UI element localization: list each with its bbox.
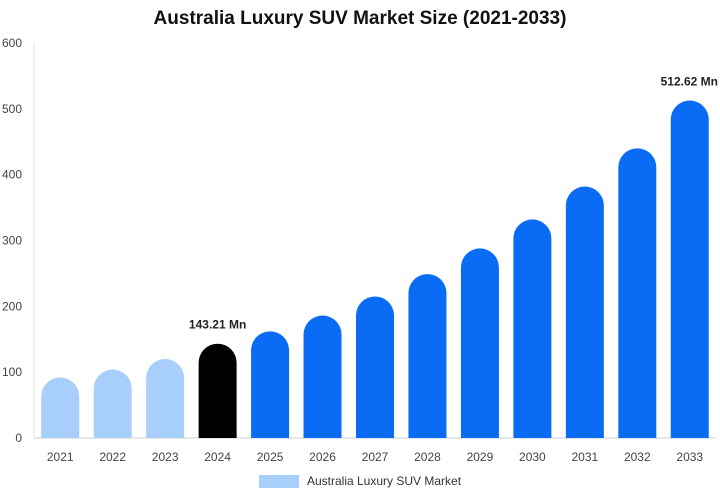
legend-swatch — [258, 474, 299, 488]
x-tick-label: 2029 — [467, 450, 494, 464]
y-tick-label: 0 — [15, 431, 22, 445]
bar-2021[interactable] — [41, 377, 80, 438]
x-tick-label: 2023 — [152, 450, 179, 464]
x-tick-label: 2021 — [47, 450, 74, 464]
legend-label: Australia Luxury SUV Market — [306, 474, 462, 488]
bar-2024[interactable] — [198, 343, 237, 438]
bar-2025[interactable] — [251, 331, 290, 438]
x-tick-label: 2028 — [414, 450, 441, 464]
x-tick-label: 2031 — [571, 450, 598, 464]
bar-2031[interactable] — [565, 186, 604, 438]
data-label-2033: 512.62 Mn — [661, 75, 718, 89]
y-tick-label: 600 — [2, 36, 22, 50]
x-tick-label: 2032 — [624, 450, 651, 464]
data-label-2024: 143.21 Mn — [189, 318, 246, 332]
y-tick-label: 400 — [2, 168, 22, 182]
chart-title: Australia Luxury SUV Market Size (2021-2… — [153, 8, 567, 29]
bar-2030[interactable] — [513, 219, 552, 438]
x-tick-label: 2026 — [309, 450, 336, 464]
y-tick-label: 500 — [2, 102, 22, 116]
x-tick-label: 2027 — [362, 450, 389, 464]
x-tick-label: 2024 — [204, 450, 231, 464]
bar-2029[interactable] — [460, 248, 499, 438]
y-tick-label: 200 — [2, 299, 22, 313]
x-tick-label: 2025 — [257, 450, 284, 464]
bar-2033[interactable] — [670, 100, 709, 438]
legend[interactable]: Australia Luxury SUV Market — [0, 474, 720, 488]
x-tick-label: 2030 — [519, 450, 546, 464]
x-tick-label: 2033 — [676, 450, 703, 464]
x-tick-label: 2022 — [99, 450, 126, 464]
bar-2022[interactable] — [93, 369, 132, 438]
bar-2026[interactable] — [303, 315, 342, 438]
bar-2032[interactable] — [618, 148, 657, 439]
y-tick-label: 100 — [2, 365, 22, 379]
y-tick-label: 300 — [2, 234, 22, 248]
bar-2023[interactable] — [146, 359, 185, 438]
bar-2028[interactable] — [408, 274, 447, 438]
bar-2027[interactable] — [356, 296, 394, 438]
